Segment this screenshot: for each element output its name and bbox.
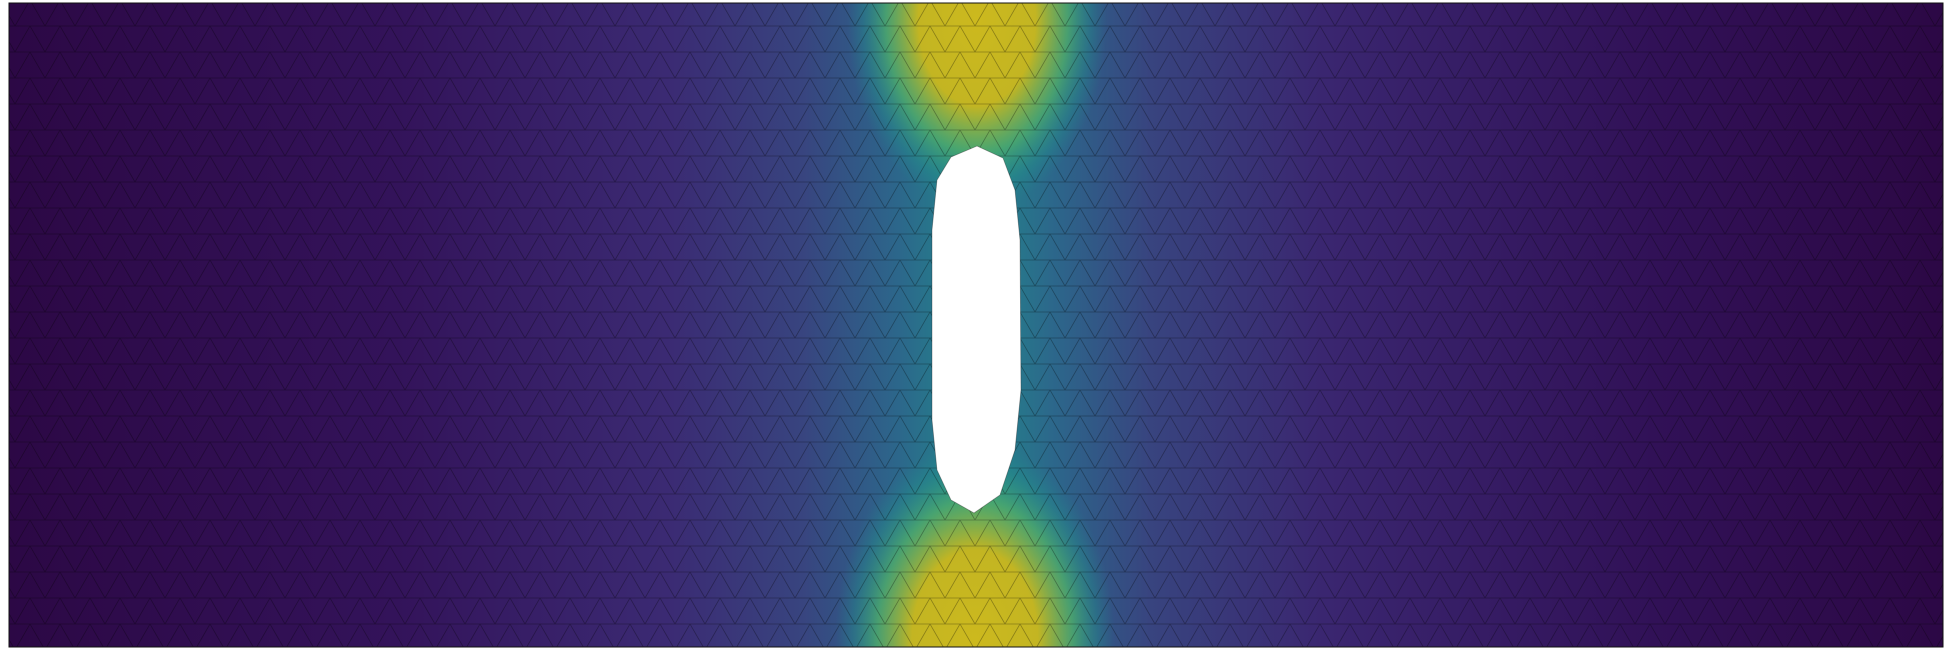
field — [9, 3, 1943, 647]
hole — [931, 145, 1022, 514]
domain-border — [8, 2, 1944, 648]
